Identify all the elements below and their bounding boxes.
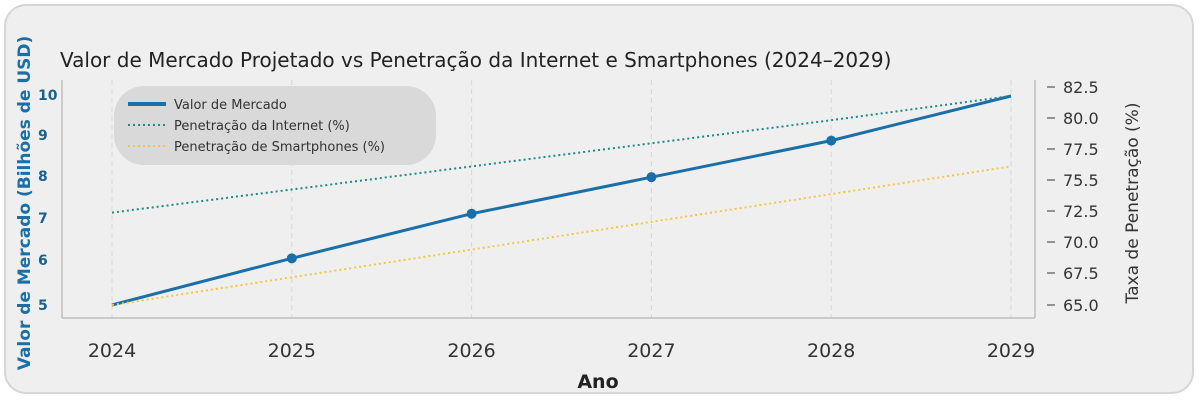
y-right-tick-label: 80.0: [1063, 109, 1099, 128]
chart-title: Valor de Mercado Projetado vs Penetração…: [60, 48, 891, 72]
y-axis-right-label: Taxa de Penetração (%): [1123, 103, 1143, 305]
x-tick-label: 2029: [987, 340, 1035, 362]
y-axis-left-label: Valor de Mercado (Bilhões de USD): [15, 36, 35, 371]
x-tick-label: 2026: [447, 340, 495, 362]
axes: [61, 80, 1036, 319]
series-point: [286, 253, 297, 264]
series-point: [826, 135, 837, 146]
legend-label-2: Penetração de Smartphones (%): [174, 140, 385, 155]
series-line-1: [111, 95, 1012, 214]
x-tick-label: 2025: [268, 340, 316, 362]
y-left-tick-label: 6: [38, 253, 48, 269]
y-right-tick-label: 82.5: [1063, 78, 1099, 97]
y-right-tick-label: 67.5: [1063, 264, 1099, 283]
y-right-tick-label: 72.5: [1063, 202, 1099, 221]
legend-box: [114, 86, 436, 165]
legend-label-1: Penetração da Internet (%): [174, 119, 350, 134]
y-right-tick-label: 65.0: [1063, 296, 1099, 315]
y-right-tick-label: 70.0: [1063, 233, 1099, 252]
series-group: [111, 94, 1012, 307]
y-left-tick-label: 5: [38, 298, 48, 314]
legend: Valor de Mercado Penetração da Internet (…: [114, 86, 436, 165]
y-left-tick-label: 10: [38, 88, 58, 104]
chart-card: [4, 4, 1194, 394]
x-tick-label: 2027: [627, 340, 675, 362]
x-tick-label: 2024: [88, 340, 136, 362]
y-left-tick-label: 7: [38, 211, 48, 227]
x-tick-label: 2028: [807, 340, 855, 362]
series-line-2: [111, 165, 1012, 306]
y-right-tick-label: 77.5: [1063, 140, 1099, 159]
x-axis-label: Ano: [577, 371, 618, 393]
y-left-tick-label: 8: [38, 169, 48, 185]
legend-label-0: Valor de Mercado: [174, 98, 287, 113]
y-right-tick-label: 75.5: [1063, 171, 1099, 190]
series-point: [466, 208, 477, 219]
series-line-0: [111, 94, 1012, 307]
series-point: [646, 172, 657, 183]
y-left-tick-label: 9: [38, 128, 48, 144]
ticks-group: 2024 2025 2026 2027 2028 2029 5 6 7 8 9 10 65.0 67.5 7…: [38, 78, 1099, 362]
